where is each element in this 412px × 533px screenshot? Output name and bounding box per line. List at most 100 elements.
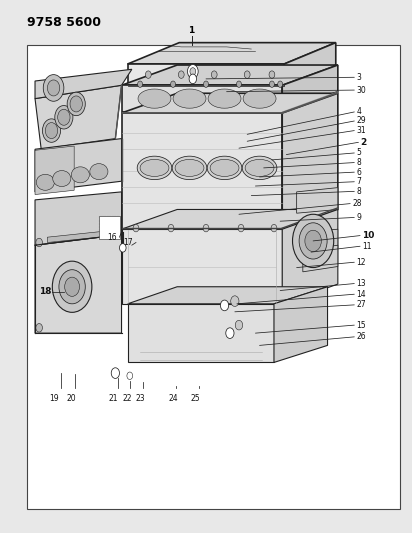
Circle shape — [226, 328, 234, 338]
Polygon shape — [122, 85, 282, 112]
Text: 13: 13 — [356, 279, 366, 288]
Text: 18: 18 — [39, 287, 52, 296]
Circle shape — [278, 81, 283, 87]
Text: 11: 11 — [362, 242, 371, 251]
Circle shape — [220, 300, 229, 311]
Polygon shape — [282, 93, 338, 229]
Circle shape — [65, 277, 80, 296]
Circle shape — [235, 320, 243, 330]
Text: 21: 21 — [108, 394, 118, 403]
Text: 9758 5600: 9758 5600 — [27, 16, 101, 29]
Polygon shape — [47, 230, 113, 243]
Text: 4: 4 — [356, 108, 361, 116]
Circle shape — [231, 296, 239, 306]
Text: 31: 31 — [356, 126, 366, 135]
Circle shape — [236, 81, 241, 87]
Circle shape — [293, 214, 334, 268]
Circle shape — [67, 92, 85, 116]
Polygon shape — [128, 287, 328, 304]
Circle shape — [52, 261, 92, 312]
Text: 23: 23 — [135, 394, 145, 403]
Text: 2: 2 — [360, 138, 367, 147]
Text: 15: 15 — [356, 321, 366, 329]
Polygon shape — [297, 188, 338, 213]
Circle shape — [58, 109, 70, 125]
Ellipse shape — [243, 89, 276, 108]
Text: 6: 6 — [356, 168, 361, 176]
Polygon shape — [122, 229, 282, 304]
Circle shape — [269, 71, 275, 78]
Polygon shape — [282, 209, 338, 304]
Ellipse shape — [207, 156, 242, 180]
Polygon shape — [303, 245, 338, 272]
Ellipse shape — [138, 89, 171, 108]
Circle shape — [70, 96, 82, 112]
Text: 9: 9 — [356, 213, 361, 222]
Text: 8: 8 — [356, 187, 361, 196]
Text: 7: 7 — [356, 177, 361, 186]
Ellipse shape — [71, 167, 89, 183]
Text: 5: 5 — [356, 149, 361, 157]
Circle shape — [45, 123, 58, 139]
Polygon shape — [35, 192, 122, 245]
Circle shape — [36, 238, 42, 247]
Circle shape — [299, 223, 327, 259]
Circle shape — [211, 71, 217, 78]
Circle shape — [171, 81, 176, 87]
Circle shape — [168, 224, 174, 232]
Circle shape — [178, 71, 184, 78]
Polygon shape — [128, 43, 336, 64]
Polygon shape — [284, 43, 336, 85]
Bar — [99, 216, 120, 239]
Polygon shape — [122, 93, 338, 113]
Text: 22: 22 — [122, 394, 132, 403]
Text: 3: 3 — [356, 73, 361, 82]
Bar — [27, 45, 400, 509]
Polygon shape — [122, 65, 338, 85]
Circle shape — [36, 324, 42, 332]
Ellipse shape — [210, 159, 239, 176]
Polygon shape — [122, 209, 338, 229]
Circle shape — [269, 81, 274, 87]
Circle shape — [187, 64, 198, 78]
Text: 12: 12 — [356, 258, 366, 266]
Circle shape — [133, 224, 139, 232]
Polygon shape — [35, 235, 122, 333]
Polygon shape — [122, 113, 282, 229]
Ellipse shape — [173, 89, 206, 108]
Ellipse shape — [140, 159, 169, 176]
Polygon shape — [35, 85, 122, 149]
Text: 8: 8 — [356, 158, 361, 167]
Text: 17: 17 — [124, 238, 133, 247]
Circle shape — [127, 372, 133, 379]
Polygon shape — [282, 65, 338, 112]
Text: 25: 25 — [191, 394, 201, 403]
Circle shape — [42, 119, 61, 142]
Circle shape — [47, 80, 60, 96]
Ellipse shape — [208, 89, 241, 108]
Circle shape — [111, 368, 119, 378]
Ellipse shape — [36, 174, 54, 190]
Text: 16: 16 — [107, 233, 117, 241]
Ellipse shape — [172, 156, 207, 180]
Circle shape — [271, 224, 277, 232]
Ellipse shape — [175, 159, 204, 176]
Text: 1: 1 — [188, 26, 195, 35]
Circle shape — [189, 74, 197, 84]
Circle shape — [119, 244, 126, 252]
Polygon shape — [35, 69, 132, 99]
Ellipse shape — [242, 156, 277, 180]
Ellipse shape — [90, 164, 108, 180]
Circle shape — [305, 230, 321, 252]
Circle shape — [43, 75, 64, 101]
Text: 30: 30 — [356, 86, 366, 94]
Circle shape — [238, 224, 244, 232]
Text: 20: 20 — [66, 394, 76, 403]
Circle shape — [203, 224, 209, 232]
Text: 10: 10 — [362, 231, 374, 240]
Circle shape — [59, 270, 85, 304]
Polygon shape — [35, 139, 122, 192]
Circle shape — [190, 68, 196, 75]
Text: 24: 24 — [168, 394, 178, 403]
Text: 28: 28 — [352, 199, 362, 208]
